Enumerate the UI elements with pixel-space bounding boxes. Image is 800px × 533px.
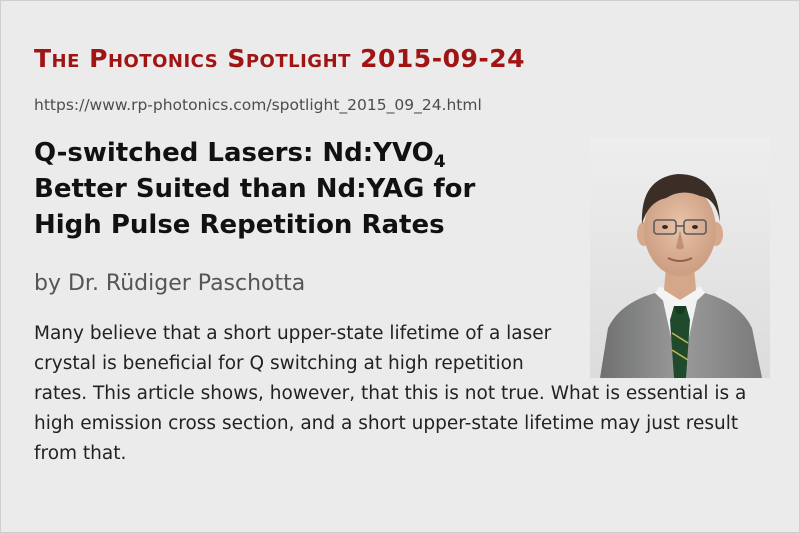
article-summary-text: Many believe that a short upper-state li…	[34, 323, 747, 464]
photo-wrap-spacer	[559, 319, 774, 379]
author-photo	[590, 138, 770, 378]
author-byline: by Dr. Rüdiger Paschotta	[34, 271, 306, 296]
title-subscript: 4	[433, 152, 446, 172]
article-summary: Many believe that a short upper-state li…	[34, 319, 774, 469]
title-line-3: High Pulse Repetition Rates	[34, 210, 445, 240]
title-line-1: Q-switched Lasers: Nd:YVO4	[34, 138, 446, 171]
title-line-2: Better Suited than Nd:YAG for	[34, 174, 476, 204]
title-line-1-text: Q-switched Lasers: Nd:YVO	[34, 138, 434, 168]
article-url[interactable]: https://www.rp-photonics.com/spotlight_2…	[34, 96, 482, 114]
spotlight-header: The Photonics Spotlight 2015-09-24	[34, 44, 526, 73]
author-portrait-image	[590, 138, 770, 378]
article-title: Q-switched Lasers: Nd:YVO4 Better Suited…	[34, 135, 579, 243]
